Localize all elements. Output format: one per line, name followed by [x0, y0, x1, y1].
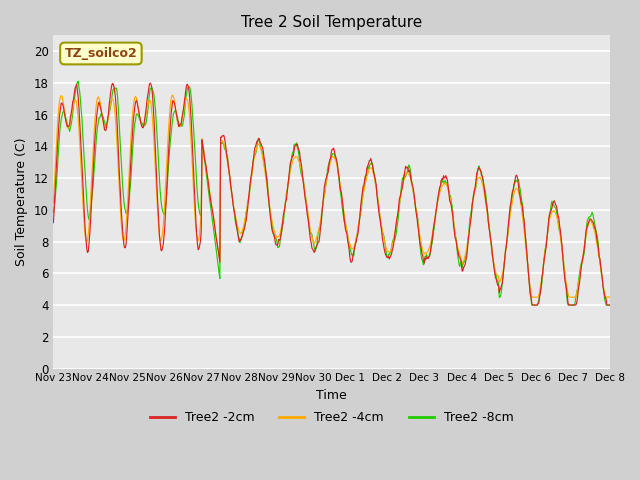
X-axis label: Time: Time: [316, 389, 347, 402]
Title: Tree 2 Soil Temperature: Tree 2 Soil Temperature: [241, 15, 422, 30]
Legend: Tree2 -2cm, Tree2 -4cm, Tree2 -8cm: Tree2 -2cm, Tree2 -4cm, Tree2 -8cm: [145, 406, 518, 429]
Y-axis label: Soil Temperature (C): Soil Temperature (C): [15, 138, 28, 266]
Text: TZ_soilco2: TZ_soilco2: [65, 47, 138, 60]
